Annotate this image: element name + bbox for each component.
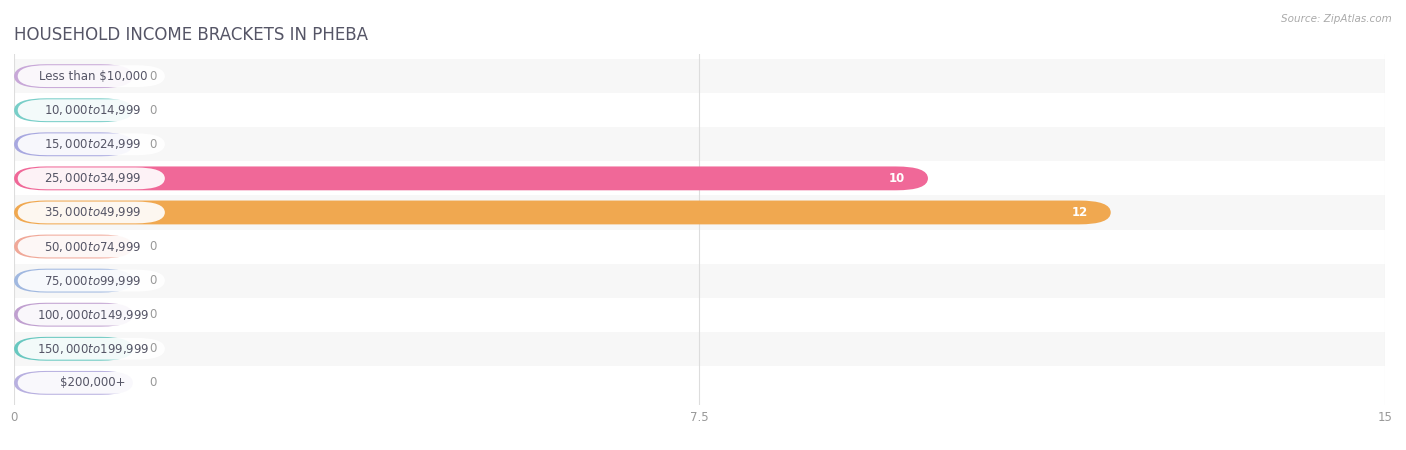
FancyBboxPatch shape <box>18 99 165 121</box>
FancyBboxPatch shape <box>18 338 165 360</box>
FancyBboxPatch shape <box>14 64 134 88</box>
Text: $25,000 to $34,999: $25,000 to $34,999 <box>45 171 142 185</box>
Text: Less than $10,000: Less than $10,000 <box>39 70 148 83</box>
Text: $150,000 to $199,999: $150,000 to $199,999 <box>37 342 149 356</box>
Text: $100,000 to $149,999: $100,000 to $149,999 <box>37 308 149 322</box>
FancyBboxPatch shape <box>14 132 134 156</box>
Text: 10: 10 <box>889 172 905 185</box>
Text: 0: 0 <box>149 104 156 117</box>
Text: HOUSEHOLD INCOME BRACKETS IN PHEBA: HOUSEHOLD INCOME BRACKETS IN PHEBA <box>14 26 368 44</box>
FancyBboxPatch shape <box>14 195 1385 230</box>
FancyBboxPatch shape <box>14 371 134 395</box>
FancyBboxPatch shape <box>14 127 1385 162</box>
FancyBboxPatch shape <box>14 59 1385 93</box>
FancyBboxPatch shape <box>18 372 165 394</box>
Text: 0: 0 <box>149 376 156 389</box>
FancyBboxPatch shape <box>14 366 1385 400</box>
FancyBboxPatch shape <box>14 264 1385 297</box>
Text: 0: 0 <box>149 70 156 83</box>
Text: $15,000 to $24,999: $15,000 to $24,999 <box>45 137 142 151</box>
Text: $200,000+: $200,000+ <box>60 376 127 389</box>
FancyBboxPatch shape <box>14 337 134 361</box>
FancyBboxPatch shape <box>14 98 134 122</box>
FancyBboxPatch shape <box>18 65 165 87</box>
FancyBboxPatch shape <box>14 297 1385 332</box>
FancyBboxPatch shape <box>14 332 1385 366</box>
FancyBboxPatch shape <box>14 303 134 327</box>
Text: 0: 0 <box>149 138 156 151</box>
Text: 0: 0 <box>149 274 156 287</box>
FancyBboxPatch shape <box>18 167 165 189</box>
Text: $35,000 to $49,999: $35,000 to $49,999 <box>45 206 142 220</box>
FancyBboxPatch shape <box>18 270 165 292</box>
FancyBboxPatch shape <box>14 166 928 190</box>
Text: Source: ZipAtlas.com: Source: ZipAtlas.com <box>1281 14 1392 23</box>
Text: $50,000 to $74,999: $50,000 to $74,999 <box>45 239 142 253</box>
Text: $75,000 to $99,999: $75,000 to $99,999 <box>45 274 142 288</box>
FancyBboxPatch shape <box>14 93 1385 127</box>
Text: 0: 0 <box>149 342 156 355</box>
Text: 12: 12 <box>1071 206 1088 219</box>
FancyBboxPatch shape <box>14 230 1385 264</box>
FancyBboxPatch shape <box>14 269 134 292</box>
FancyBboxPatch shape <box>14 234 134 258</box>
Text: $10,000 to $14,999: $10,000 to $14,999 <box>45 103 142 117</box>
FancyBboxPatch shape <box>14 162 1385 195</box>
FancyBboxPatch shape <box>18 236 165 257</box>
FancyBboxPatch shape <box>18 202 165 223</box>
Text: 0: 0 <box>149 240 156 253</box>
FancyBboxPatch shape <box>18 133 165 155</box>
FancyBboxPatch shape <box>18 304 165 326</box>
FancyBboxPatch shape <box>14 201 1111 225</box>
Text: 0: 0 <box>149 308 156 321</box>
